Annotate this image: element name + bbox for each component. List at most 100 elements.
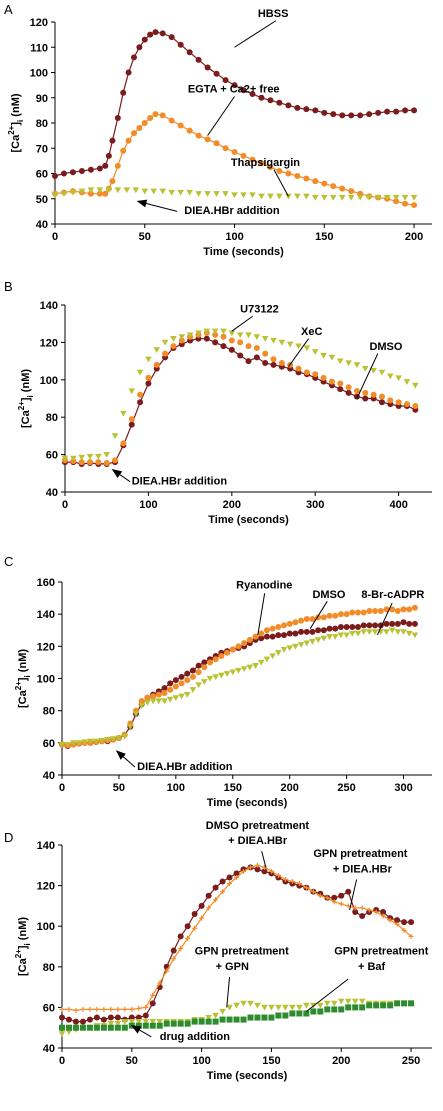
panel-d-series-gpn-pretreatment-gpn-point: [323, 1000, 331, 1007]
panel-c-series-8-br-cadpr-point: [331, 634, 339, 640]
panel-b-series-u73122-point: [345, 360, 352, 367]
panel-b-series-xec-point: [320, 374, 327, 381]
panel-d-series-dmso-pretreatment-diea-hbr-point: [380, 908, 387, 915]
panel-c-series-dmso-point: [172, 677, 179, 684]
panel-d-series-gpn-pretreatment-gpn-point: [226, 1004, 233, 1011]
panel-c-y-tick-label: 160: [37, 577, 55, 589]
panel-c-series-dmso-point: [184, 670, 191, 677]
panel-d-series-dmso-pretreatment-diea-hbr-point: [191, 911, 198, 918]
panel-d-series-gpn-pretreatment-baf-point: [401, 1000, 408, 1007]
panel-d-series-gpn-pretreatment-gpn-point: [156, 1019, 164, 1025]
panel-c-series-8-br-cadpr-point: [138, 703, 145, 710]
panel-d-annotation-gpn-pretreatment: GPN pretreatment: [195, 946, 289, 958]
panel-d-series-gpn-pretreatment-gpn-point: [275, 1004, 282, 1011]
panel-c-series-8-br-cadpr-point: [144, 700, 151, 706]
panel-c-y-axis-label: [Ca2+]i (nM): [14, 649, 32, 708]
panel-d-series-gpn-pretreatment-diea-hbr-point: [199, 915, 205, 921]
panel-d-series-gpn-pretreatment-diea-hbr-point: [408, 933, 414, 939]
panel-c-series-8-br-cadpr-point: [166, 696, 174, 703]
panel-c-series-dmso-point: [400, 619, 407, 626]
panel-b-series-u73122-point: [336, 358, 344, 365]
panel-c-series-dmso-point: [167, 680, 174, 687]
panel-b-series-u73122-point: [253, 334, 261, 340]
panel-a-series-hbss-point: [402, 107, 409, 114]
panel-a-series-thapsigargin-point: [96, 187, 104, 194]
panel-a-series-hbss-point: [141, 36, 148, 43]
panel-c-series-dmso-point: [411, 620, 418, 627]
panel-d-series-gpn-pretreatment-gpn-point: [205, 1014, 212, 1021]
panel-c-series-dmso-point: [355, 624, 361, 631]
panel-a-series-thapsigargin-point: [168, 189, 175, 196]
panel-b-series-xec-point: [253, 345, 260, 352]
panel-c-series-8-br-cadpr-point: [81, 739, 89, 746]
panel-b-series-xec-point: [387, 397, 394, 404]
panel-c-series-8-br-cadpr-point: [240, 666, 248, 673]
panel-c-series-dmso-point: [303, 628, 310, 635]
panel-d-series-gpn-pretreatment-gpn-point: [128, 1019, 136, 1025]
panel-a-series-egta-ca2-free-point: [258, 160, 265, 167]
panel-a-series-thapsigargin-point: [78, 188, 86, 195]
panel-c-series-dmso-point: [195, 662, 202, 669]
panel-c-annotation-ryanodine: Ryanodine: [236, 579, 292, 591]
panel-b-annotation-xec-leader: [288, 338, 309, 368]
panel-c-x-tick-label: 300: [394, 782, 412, 794]
panel-c-series-dmso-point: [178, 673, 185, 680]
panel-b-series-xec-point: [170, 343, 177, 350]
panel-a-series-egta-ca2-free-point: [267, 164, 274, 171]
panel-d-series-dmso-pretreatment-diea-hbr-point: [100, 1016, 107, 1023]
panel-c-y-tick-label: 40: [43, 770, 55, 782]
panel-c-series-8-br-cadpr-point: [314, 637, 322, 644]
panel-a-series-hbss-line: [54, 31, 414, 177]
panel-a-series-hbss-point: [136, 44, 143, 51]
panel-b-series-xec-point: [112, 457, 119, 464]
panel-d-series-gpn-pretreatment-baf-point: [240, 1016, 247, 1023]
panel-a-series-hbss-point: [231, 82, 238, 89]
panel-b-series-u73122-point: [86, 453, 94, 460]
panel-label-c: C: [4, 554, 13, 569]
panel-a-series-thapsigargin-point: [177, 189, 184, 196]
panel-a-y-tick-label: 70: [36, 143, 48, 155]
panel-a-series-hbss-point: [125, 69, 132, 76]
panel-a-series-egta-ca2-free-point: [240, 152, 247, 159]
panel-label-d: D: [4, 830, 13, 845]
panel-c-series-ryanodine-point: [184, 677, 191, 684]
panel-c-series-dmso-point: [349, 624, 356, 631]
panel-c-x-tick-label: 250: [337, 782, 355, 794]
panel-c-series-ryanodine-point: [309, 615, 316, 622]
panel-b-series-xec-point: [220, 333, 227, 340]
panel-b-series-u73122: [61, 328, 419, 462]
panel-d-series-gpn-pretreatment-diea-hbr-point: [164, 968, 170, 974]
panel-b-series-dmso-point: [270, 361, 277, 368]
panel-c-series-8-br-cadpr-point: [383, 629, 390, 636]
panel-d-series-gpn-pretreatment-gpn-point: [114, 1021, 122, 1027]
panel-d-series-gpn-pretreatment-diea-hbr-point: [73, 1007, 79, 1013]
panel-d-y-axis-label: [Ca2+]i (nM): [14, 917, 32, 976]
panel-c-series-8-br-cadpr-point: [218, 672, 225, 679]
panel-d-series-gpn-pretreatment-gpn-point: [330, 1000, 338, 1007]
panel-c-series-ryanodine-point: [377, 607, 384, 614]
panel-d-series-gpn-pretreatment-baf-point: [268, 1014, 275, 1021]
panel-c-series-8-br-cadpr-point: [263, 656, 271, 663]
panel-d-series-dmso-pretreatment-diea-hbr-point: [359, 913, 366, 920]
panel-d-series-gpn-pretreatment-diea-hbr-point: [178, 946, 184, 952]
panel-c-series-ryanodine-point: [263, 627, 270, 634]
panel-b-series-xec-point: [312, 371, 319, 378]
panel-a-series-hbss-point: [294, 104, 301, 111]
panel-d-series-gpn-pretreatment-gpn-point: [358, 998, 366, 1005]
panel-b-series-u73122-point: [128, 388, 136, 395]
panel-a-series-egta-ca2-free-point: [109, 178, 116, 185]
panel-d-series-gpn-pretreatment-diea-hbr-point: [401, 927, 407, 933]
panel-d-series-gpn-pretreatment-baf-point: [156, 1022, 163, 1029]
panel-c-x-tick-label: 200: [281, 782, 299, 794]
panel-d-x-axis-label: Time (seconds): [207, 1070, 288, 1082]
panel-a-x-tick-label: 150: [315, 231, 333, 243]
panel-b-series-u73122-point: [370, 367, 377, 374]
panel-c-series-dmso-line: [61, 621, 415, 747]
panel-b-series-u73122-point: [228, 330, 236, 337]
panel-d-annotation-baf-leader: [306, 978, 349, 1012]
panel-d-series-gpn-pretreatment-baf-point: [212, 1018, 219, 1025]
panel-a-series-thapsigargin-point: [276, 193, 283, 200]
panel-b-series-dmso-point: [228, 346, 235, 353]
panel-a-series-thapsigargin-point: [374, 194, 382, 201]
